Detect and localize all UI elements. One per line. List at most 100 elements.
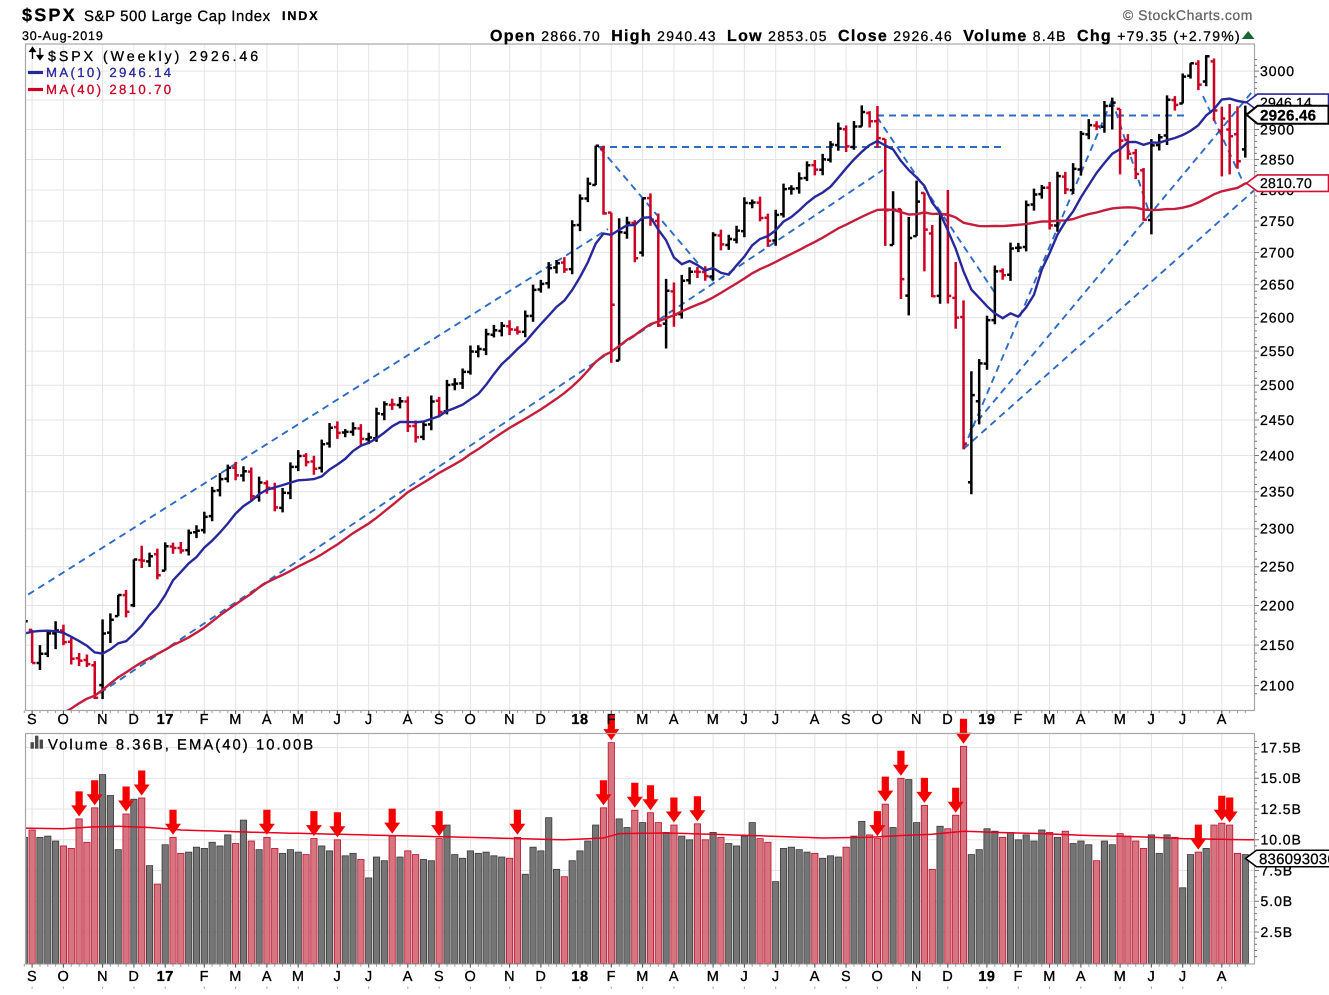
svg-text:2100: 2100 [1260,677,1295,693]
svg-text:N: N [504,712,515,728]
svg-text:J: J [772,969,780,985]
svg-text:2650: 2650 [1260,277,1295,293]
svg-text:J: J [1148,712,1156,728]
svg-text:2600: 2600 [1260,309,1295,325]
svg-text:A: A [1217,712,1227,728]
svg-text:MA(40) 2810.70: MA(40) 2810.70 [46,82,173,97]
svg-text:D: D [535,712,546,728]
svg-text:D: D [942,712,953,728]
svg-text:J: J [741,969,749,985]
svg-text:2400: 2400 [1260,447,1295,463]
svg-text:A: A [669,712,679,728]
svg-text:15.0B: 15.0B [1261,770,1302,786]
svg-text:F: F [200,969,209,985]
svg-text:2250: 2250 [1260,559,1295,575]
svg-text:M: M [292,969,305,985]
svg-text:Volume 8.36B, EMA(40) 10.00B: Volume 8.36B, EMA(40) 10.00B [48,738,315,754]
svg-text:30-Aug-2019: 30-Aug-2019 [22,29,104,43]
svg-text:O: O [872,712,884,728]
svg-text:O: O [872,969,884,985]
svg-text:N: N [504,969,515,985]
svg-text:N: N [911,712,922,728]
svg-text:5.0B: 5.0B [1261,893,1294,909]
svg-text:INDX: INDX [282,9,319,23]
svg-text:J: J [365,969,373,985]
svg-text:A: A [1076,969,1086,985]
svg-text:A: A [810,712,820,728]
svg-text:2700: 2700 [1260,244,1295,260]
svg-text:S: S [27,712,37,728]
svg-text:D: D [535,969,546,985]
svg-text:D: D [942,969,953,985]
svg-text:2850: 2850 [1260,151,1295,167]
svg-text:M: M [292,712,305,728]
svg-text:2500: 2500 [1260,377,1295,393]
svg-text:S: S [27,969,37,985]
svg-text:F: F [607,969,616,985]
svg-text:2900: 2900 [1260,121,1295,137]
svg-text:O: O [465,712,477,728]
svg-text:10.0B: 10.0B [1261,832,1302,848]
svg-text:8360930368: 8360930368 [1259,851,1329,868]
svg-text:© StockCharts.com: © StockCharts.com [1123,7,1253,23]
svg-text:J: J [365,712,373,728]
svg-text:A: A [403,969,413,985]
svg-text:F: F [200,712,209,728]
svg-text:D: D [128,712,139,728]
svg-text:$SPX (Weekly) 2926.46: $SPX (Weekly) 2926.46 [48,49,261,65]
svg-text:S: S [841,712,851,728]
svg-text:A: A [669,969,679,985]
svg-text:N: N [911,969,922,985]
svg-text:2.5B: 2.5B [1261,924,1294,940]
svg-text:N: N [97,969,108,985]
svg-text:18: 18 [571,969,588,985]
svg-text:M: M [636,712,649,728]
svg-text:J: J [1179,712,1187,728]
svg-text:J: J [334,712,342,728]
svg-text:S: S [434,969,444,985]
svg-text:A: A [1076,712,1086,728]
svg-text:A: A [1217,969,1227,985]
svg-text:J: J [334,969,342,985]
svg-text:2750: 2750 [1260,213,1295,229]
svg-text:A: A [403,712,413,728]
svg-text:M: M [707,712,720,728]
svg-text:M: M [229,969,242,985]
svg-text:3000: 3000 [1260,63,1295,79]
svg-text:J: J [772,712,780,728]
svg-text:S&P 500 Large Cap Index: S&P 500 Large Cap Index [84,8,271,25]
svg-text:2926.46: 2926.46 [1260,107,1316,124]
svg-text:19: 19 [978,969,995,985]
svg-text:12.5B: 12.5B [1261,801,1302,817]
svg-text:2150: 2150 [1260,637,1295,653]
svg-text:A: A [262,712,272,728]
svg-text:M: M [707,969,720,985]
svg-text:MA(10) 2946.14: MA(10) 2946.14 [46,65,173,80]
svg-text:O: O [58,969,70,985]
svg-text:F: F [1014,712,1023,728]
svg-text:$SPX: $SPX [22,5,77,25]
svg-text:J: J [741,712,749,728]
svg-text:O: O [58,712,70,728]
svg-text:19: 19 [978,712,995,728]
svg-text:2550: 2550 [1260,343,1295,359]
svg-text:M: M [1043,969,1056,985]
svg-text:N: N [97,712,108,728]
svg-text:J: J [1148,969,1156,985]
svg-text:M: M [229,712,242,728]
svg-text:O: O [465,969,477,985]
svg-text:2200: 2200 [1260,597,1295,613]
svg-text:M: M [1114,712,1127,728]
svg-text:2350: 2350 [1260,484,1295,500]
svg-text:2810.70: 2810.70 [1260,175,1312,191]
svg-text:2450: 2450 [1260,412,1295,428]
svg-text:J: J [1179,969,1187,985]
svg-text:S: S [841,969,851,985]
svg-text:M: M [1114,969,1127,985]
svg-text:18: 18 [571,712,588,728]
svg-text:2300: 2300 [1260,521,1295,537]
svg-text:A: A [810,969,820,985]
svg-text:M: M [1043,712,1056,728]
svg-text:A: A [262,969,272,985]
svg-text:M: M [636,969,649,985]
